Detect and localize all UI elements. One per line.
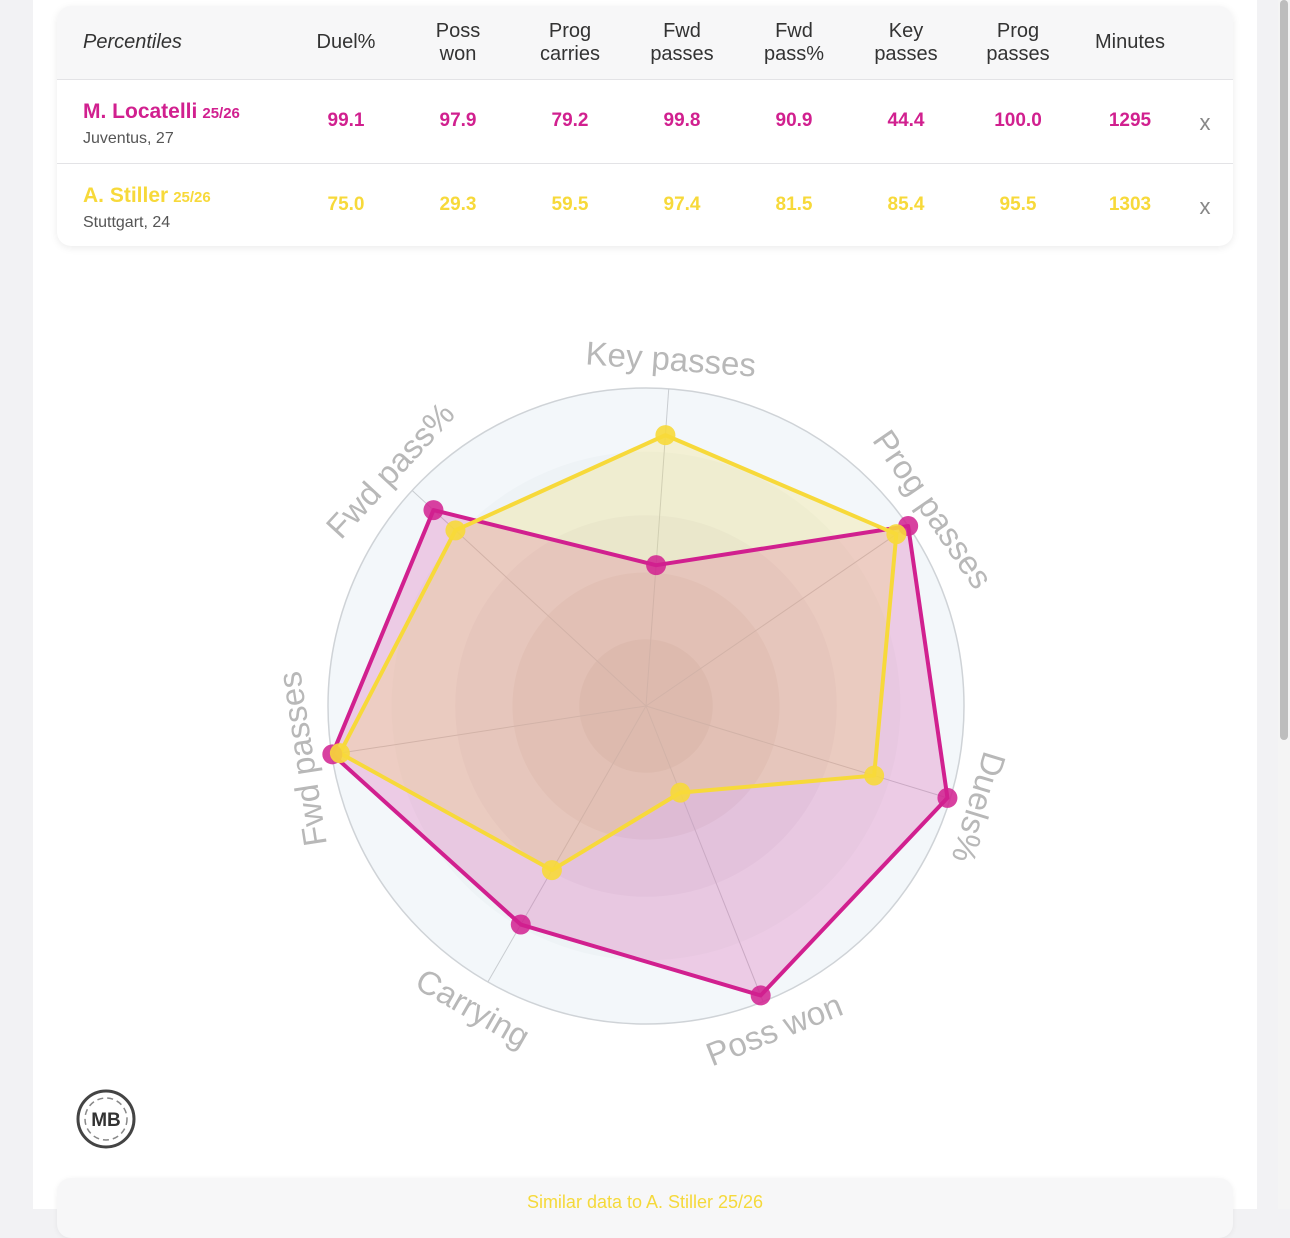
data-point-locatelli — [937, 787, 958, 808]
value-minutes: 1295 — [1108, 110, 1152, 131]
logo-text: MB — [91, 1110, 121, 1131]
remove-player-button[interactable]: x — [1199, 110, 1211, 135]
value-minutes: 1303 — [1108, 194, 1152, 215]
data-point-stiller — [670, 782, 691, 803]
radar-spoke — [645, 525, 909, 707]
similar-data-title: Similar data to A. Stiller 25/26 — [526, 1192, 764, 1212]
radar-spoke — [645, 705, 951, 800]
player-name[interactable]: A. Stiller 25/26 — [83, 184, 211, 207]
table-header: Percentiles Duel% Poss won Prog carries … — [57, 6, 1233, 80]
radar-spoke — [487, 705, 647, 983]
table-row: A. Stiller 25/26 Stuttgart, 24 75.0 29.3 … — [57, 164, 1233, 246]
scrollbar[interactable] — [1278, 0, 1290, 1209]
data-point-locatelli — [646, 555, 667, 576]
value-fwd-pass-pct: 81.5 — [775, 194, 813, 215]
scrollbar-thumb[interactable] — [1280, 0, 1288, 740]
data-point-stiller — [541, 860, 562, 881]
player-name[interactable]: M. Locatelli 25/26 — [83, 100, 240, 123]
value-fwd-passes: 97.4 — [663, 194, 701, 215]
value-fwd-pass-pct: 90.9 — [775, 110, 813, 131]
radar-spoke — [645, 705, 764, 1002]
header-percentiles: Percentiles — [83, 31, 182, 53]
value-duel-pct: 75.0 — [327, 194, 365, 215]
value-key-passes: 85.4 — [887, 194, 925, 215]
data-point-stiller — [655, 425, 676, 446]
series-line-stiller — [337, 433, 899, 873]
value-prog-passes: 100.0 — [994, 110, 1042, 131]
value-poss-won: 97.9 — [439, 110, 477, 131]
radar-spoke — [331, 705, 647, 755]
header-prog-carries[interactable]: Prog carries — [539, 19, 600, 65]
value-fwd-passes: 99.8 — [663, 110, 701, 131]
data-point-locatelli — [750, 985, 771, 1006]
series-area-stiller — [339, 435, 897, 871]
header-fwd-passes[interactable]: Fwd passes — [650, 19, 714, 65]
remove-player-button[interactable]: x — [1199, 194, 1211, 219]
data-point-stiller — [886, 524, 907, 545]
table-row: M. Locatelli 25/26 Juventus, 27 99.1 97.9… — [57, 80, 1233, 164]
player-club-age: Juventus, 27 — [83, 130, 174, 147]
player-club-age: Stuttgart, 24 — [83, 214, 171, 231]
radar-outer-ring — [327, 387, 965, 1025]
header-poss-won[interactable]: Poss won — [435, 19, 481, 65]
value-key-passes: 44.4 — [887, 110, 925, 131]
similar-data-card: Similar data to A. Stiller 25/26 — [57, 1178, 1233, 1238]
data-point-locatelli — [423, 500, 444, 521]
axis-label: Key passes — [584, 334, 757, 383]
series-area-locatelli — [332, 510, 948, 996]
mb-logo-icon: MB — [76, 1089, 136, 1149]
series-line-locatelli — [330, 508, 950, 998]
header-duel-pct[interactable]: Duel% — [316, 31, 376, 53]
value-prog-carries: 79.2 — [551, 110, 589, 131]
value-prog-passes: 95.5 — [999, 194, 1037, 215]
header-key-passes[interactable]: Key passes — [874, 19, 938, 65]
percentiles-table: Percentiles Duel% Poss won Prog carries … — [57, 6, 1233, 246]
data-point-locatelli — [510, 914, 531, 935]
value-prog-carries: 59.5 — [551, 194, 589, 215]
data-point-stiller — [864, 765, 885, 786]
value-duel-pct: 99.1 — [327, 110, 365, 131]
data-point-stiller — [445, 520, 466, 541]
data-point-stiller — [329, 743, 350, 764]
value-poss-won: 29.3 — [439, 194, 477, 215]
header-fwd-pass-pct[interactable]: Fwd pass% — [763, 19, 825, 65]
header-minutes[interactable]: Minutes — [1094, 31, 1166, 53]
header-prog-passes[interactable]: Prog passes — [986, 19, 1050, 65]
